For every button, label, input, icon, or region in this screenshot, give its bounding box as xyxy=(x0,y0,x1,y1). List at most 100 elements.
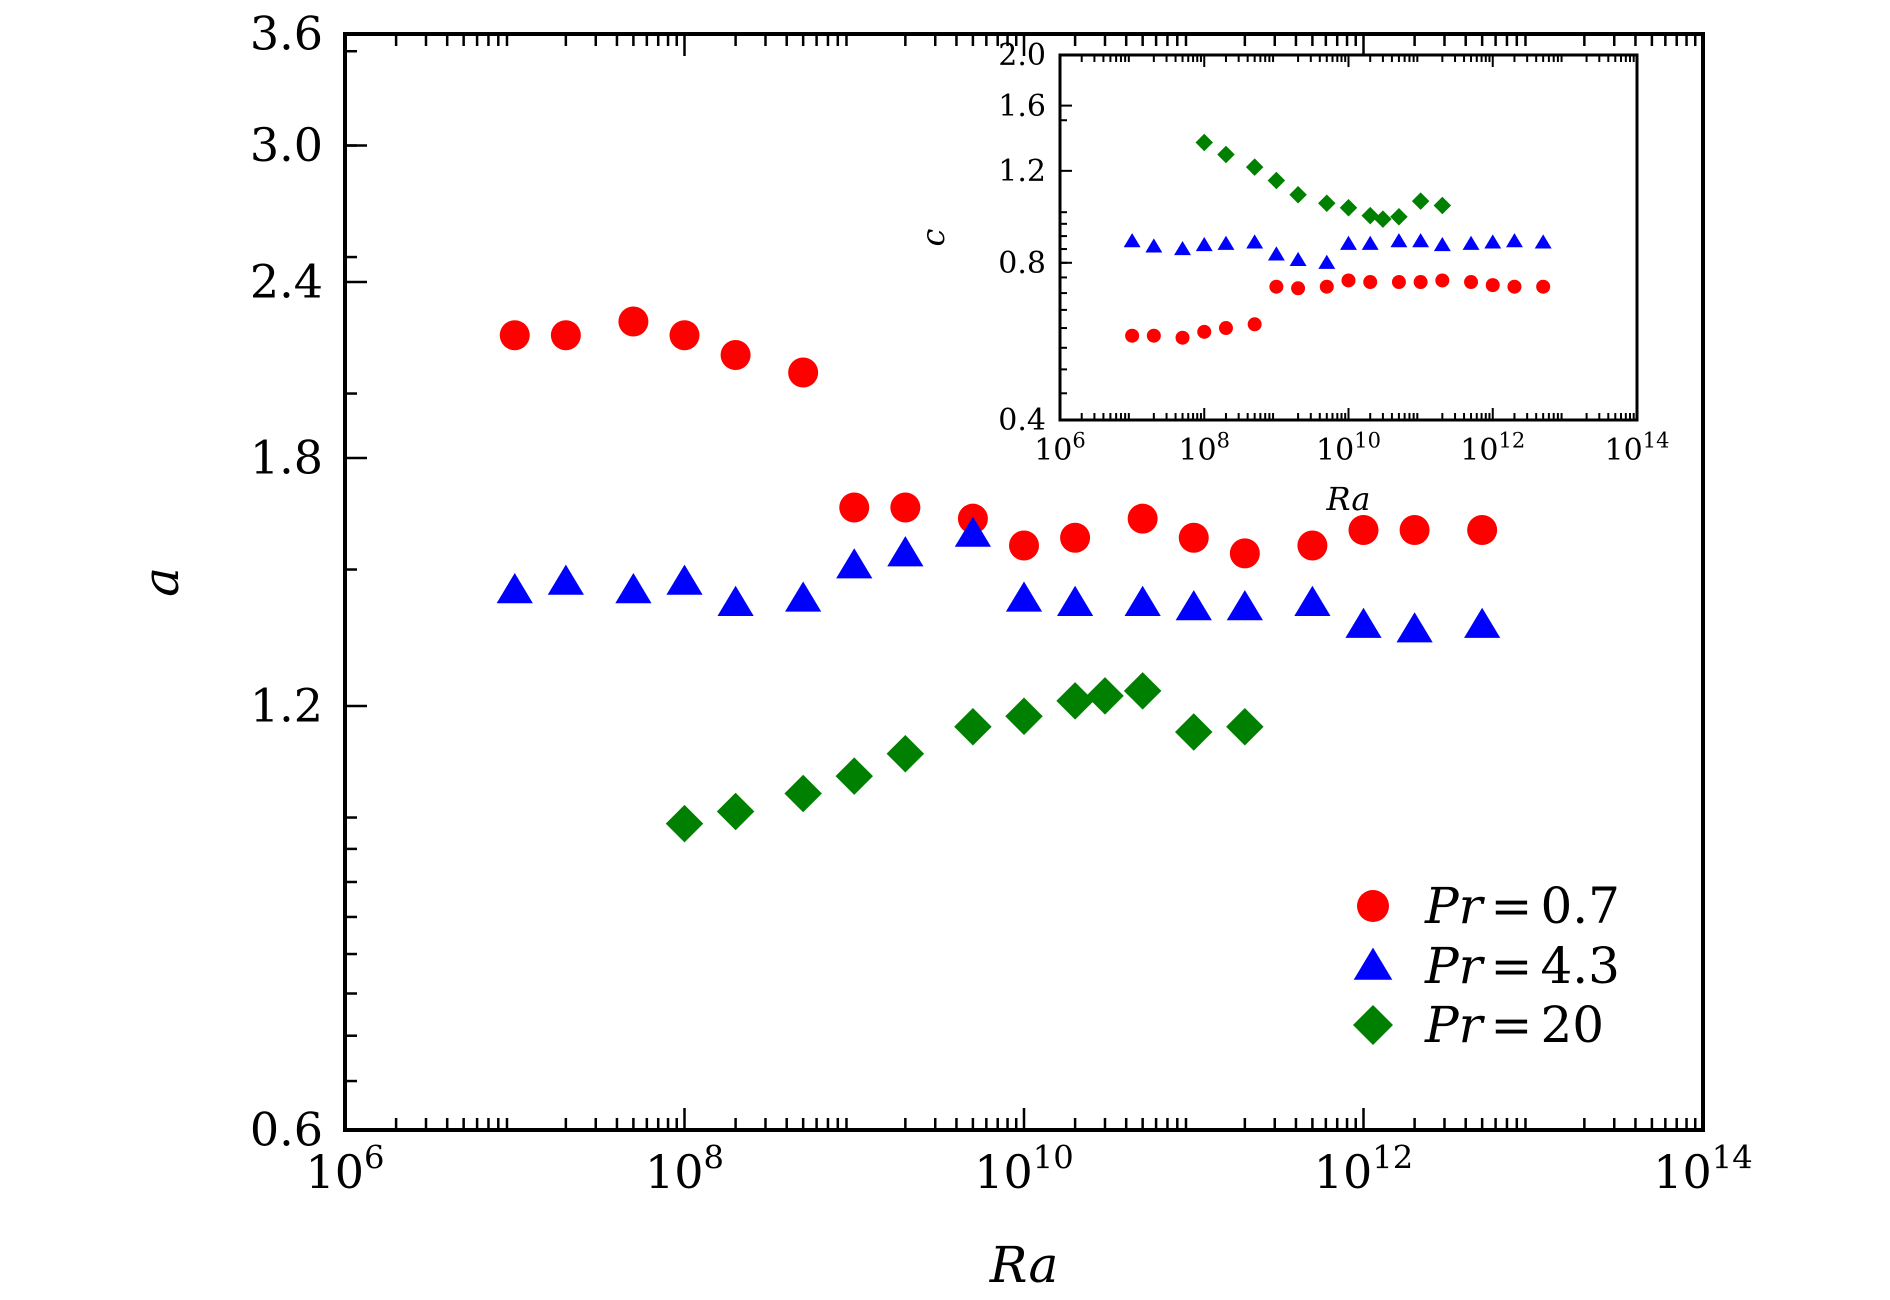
legend-label: Pr = 20 xyxy=(1424,996,1604,1054)
main-y-tick-label: 0.6 xyxy=(250,1103,323,1157)
inset-data-point xyxy=(1291,281,1306,296)
inset-y-tick-label: 0.8 xyxy=(998,246,1046,281)
inset-data-point xyxy=(1267,171,1286,190)
inset-data-point xyxy=(1125,328,1140,343)
main-data-point xyxy=(1005,697,1043,736)
inset-x-tick-label: 1010 xyxy=(1316,428,1381,468)
inset-series-2 xyxy=(1195,133,1452,228)
inset-x-tick-label: 1012 xyxy=(1460,428,1525,468)
main-data-point xyxy=(618,306,649,337)
inset-data-point xyxy=(1462,235,1480,250)
main-data-point xyxy=(886,734,925,773)
inset-x-axis-title: Ra xyxy=(1326,480,1371,518)
inset-data-point xyxy=(1218,321,1233,336)
main-data-point xyxy=(1226,590,1263,621)
main-data-point xyxy=(836,548,873,579)
main-data-point xyxy=(1175,713,1213,751)
inset-data-point xyxy=(1361,235,1379,250)
legend: Pr = 0.7Pr = 4.3Pr = 20 xyxy=(1353,877,1620,1054)
main-data-point xyxy=(1124,585,1161,616)
main-x-axis-title: Ra xyxy=(989,1236,1059,1294)
inset-x-tick-label: 106 xyxy=(1034,428,1086,468)
inset-data-point xyxy=(1413,275,1428,290)
inset-data-point xyxy=(1361,206,1379,225)
main-data-point xyxy=(666,564,703,595)
main-data-point xyxy=(1175,590,1212,621)
main-data-point xyxy=(716,792,755,831)
inset-data-point xyxy=(1318,194,1336,213)
inset-data-point xyxy=(1245,158,1264,176)
main-data-point xyxy=(1005,581,1043,612)
inset-y-tick-label: 0.4 xyxy=(998,403,1046,438)
legend-marker xyxy=(1357,890,1389,922)
inset-data-point xyxy=(1195,133,1213,152)
main-data-point xyxy=(785,581,822,612)
inset-data-point xyxy=(1340,235,1357,250)
inset-data-point xyxy=(1146,328,1161,343)
main-data-point xyxy=(1009,530,1039,561)
main-data-point xyxy=(954,516,992,547)
inset-data-point xyxy=(1433,196,1452,215)
main-data-point xyxy=(1056,682,1094,720)
main-series-0 xyxy=(499,306,1498,569)
main-data-point xyxy=(665,804,704,843)
main-data-point xyxy=(1399,515,1430,546)
inset-data-point xyxy=(1507,279,1522,294)
inset-data-point xyxy=(1269,279,1284,294)
inset-data-point xyxy=(1374,210,1392,228)
inset-data-point xyxy=(1484,234,1502,249)
inset-data-point xyxy=(1391,275,1406,290)
main-y-tick-label: 3.6 xyxy=(250,7,323,61)
inset-data-point xyxy=(1390,208,1408,226)
inset-data-point xyxy=(1175,330,1190,345)
main-data-point xyxy=(669,320,700,351)
main-data-point xyxy=(1086,677,1124,715)
main-data-point xyxy=(1226,707,1264,746)
main-data-point xyxy=(784,774,822,813)
main-data-point xyxy=(720,340,751,371)
main-series-1 xyxy=(496,516,1501,643)
main-x-tick-label: 108 xyxy=(645,1139,724,1199)
main-x-tick-label: 1014 xyxy=(1653,1139,1753,1199)
legend-label: Pr = 0.7 xyxy=(1424,877,1620,935)
inset-data-point xyxy=(1289,185,1307,204)
main-series-2 xyxy=(665,672,1264,843)
main-data-point xyxy=(1348,515,1379,546)
inset-data-point xyxy=(1534,234,1552,249)
main-data-point xyxy=(717,585,754,616)
main-data-point xyxy=(499,320,530,351)
inset-x-tick-label: 1014 xyxy=(1605,428,1670,468)
main-data-point xyxy=(887,536,924,567)
legend-marker xyxy=(1353,1005,1393,1045)
inset-data-point xyxy=(1174,241,1191,256)
main-data-point xyxy=(1229,538,1260,569)
main-data-point xyxy=(1178,522,1209,553)
main-data-point xyxy=(547,564,584,595)
inset-data-point xyxy=(1339,198,1358,217)
main-data-point xyxy=(615,573,652,604)
inset-series-1 xyxy=(1123,233,1552,269)
main-data-point xyxy=(954,707,992,746)
inset-series-0 xyxy=(1125,273,1551,345)
main-data-point xyxy=(1294,585,1331,616)
inset-data-point xyxy=(1433,237,1451,252)
main-chart: 106 108 1010 1012 1014 0.6 1.2 1.8 2.4 3.0 3.6 Ra a xyxy=(132,7,1753,1294)
main-data-point xyxy=(1345,607,1382,638)
inset-y-tick-label: 1.6 xyxy=(998,89,1046,124)
main-data-point xyxy=(1297,530,1328,561)
main-data-point xyxy=(1467,515,1498,546)
inset-y-axis-title: c xyxy=(914,228,952,246)
inset-data-point xyxy=(1195,237,1213,252)
inset-data-point xyxy=(1145,238,1163,253)
inset-data-point xyxy=(1363,275,1378,290)
inset-data-point xyxy=(1464,275,1479,290)
main-y-tick-label: 1.8 xyxy=(250,431,323,485)
main-x-tick-label: 1010 xyxy=(974,1139,1074,1199)
inset-data-point xyxy=(1411,192,1430,210)
inset-data-point xyxy=(1217,235,1235,250)
inset-data-point xyxy=(1247,317,1262,332)
inset-data-point xyxy=(1536,279,1551,294)
inset-data-point xyxy=(1485,278,1500,293)
inset-data-point xyxy=(1506,233,1523,248)
